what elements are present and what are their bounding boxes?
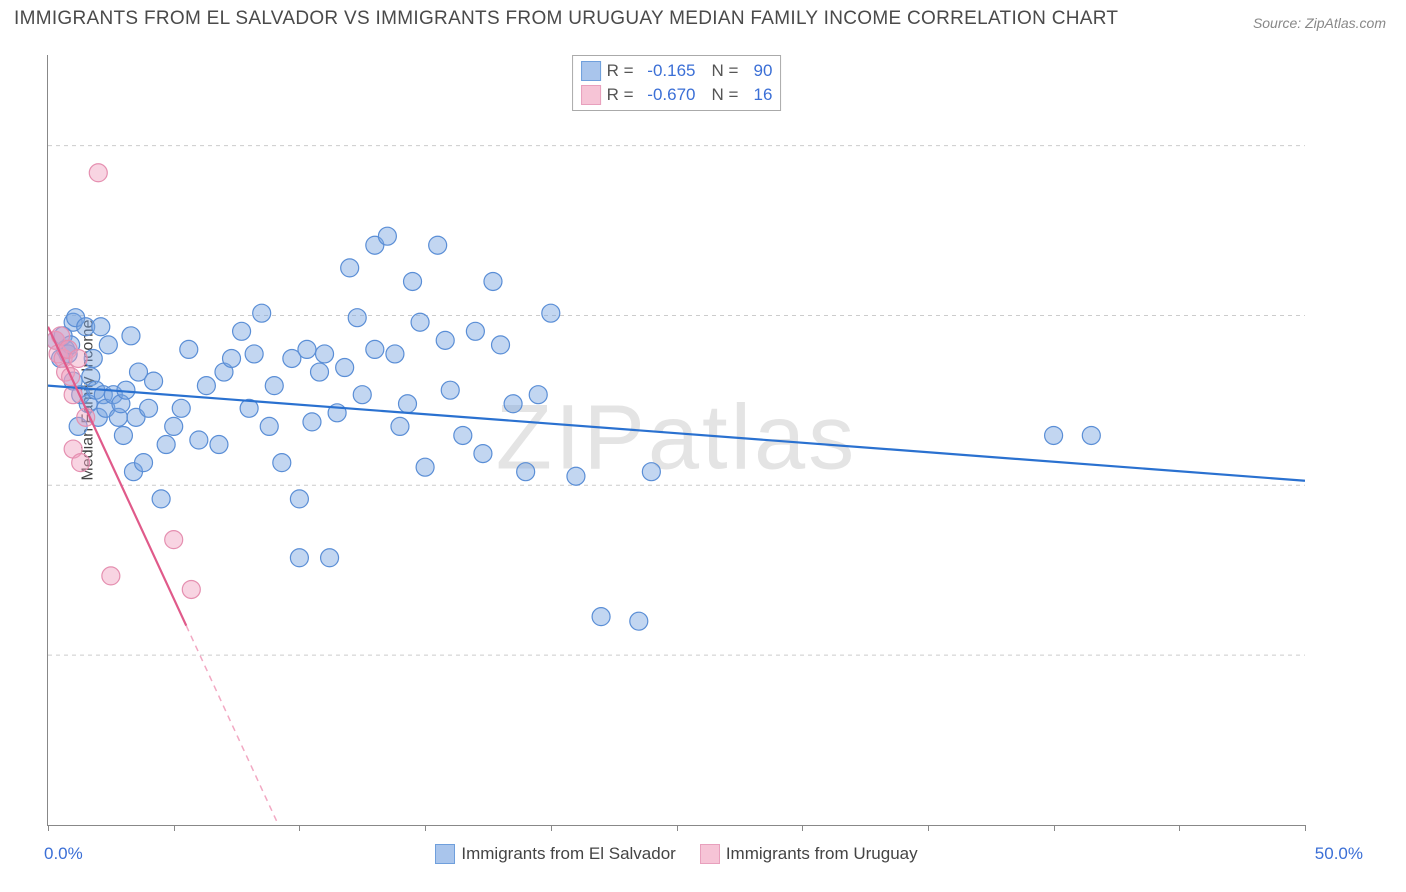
- series-swatch-icon: [581, 61, 601, 81]
- x-tick-mark: [802, 825, 803, 831]
- source-attribution: Source: ZipAtlas.com: [1253, 15, 1386, 31]
- stats-legend-box: R = -0.165 N = 90 R = -0.670 N = 16: [572, 55, 782, 111]
- stat-n-value: 16: [744, 83, 772, 107]
- stat-n-value: 90: [744, 59, 772, 83]
- stat-r-value: -0.165: [640, 59, 696, 83]
- stat-label: R =: [607, 83, 634, 107]
- x-axis-max-label: 50.0%: [1315, 844, 1363, 864]
- stat-r-value: -0.670: [640, 83, 696, 107]
- x-tick-mark: [299, 825, 300, 831]
- legend-label: Immigrants from Uruguay: [726, 844, 918, 864]
- trend-lines: [48, 327, 1305, 825]
- series-swatch-icon: [435, 844, 455, 864]
- series-swatch-icon: [700, 844, 720, 864]
- series-swatch-icon: [581, 85, 601, 105]
- legend-label: Immigrants from El Salvador: [461, 844, 675, 864]
- x-tick-mark: [551, 825, 552, 831]
- chart-title: IMMIGRANTS FROM EL SALVADOR VS IMMIGRANT…: [14, 8, 1118, 30]
- stat-label: N =: [712, 83, 739, 107]
- legend-item: Immigrants from El Salvador: [435, 844, 675, 864]
- x-tick-mark: [677, 825, 678, 831]
- x-tick-mark: [425, 825, 426, 831]
- x-tick-mark: [1179, 825, 1180, 831]
- bottom-legend: Immigrants from El Salvador Immigrants f…: [48, 844, 1305, 864]
- chart-svg: [48, 55, 1305, 825]
- stats-row: R = -0.670 N = 16: [581, 83, 773, 107]
- x-tick-mark: [174, 825, 175, 831]
- x-tick-mark: [48, 825, 49, 831]
- stats-row: R = -0.165 N = 90: [581, 59, 773, 83]
- plot-area: ZIPatlas R = -0.165 N = 90 R = -0.670 N …: [47, 55, 1305, 826]
- legend-item: Immigrants from Uruguay: [700, 844, 918, 864]
- x-tick-mark: [1305, 825, 1306, 831]
- stat-label: R =: [607, 59, 634, 83]
- x-tick-mark: [1054, 825, 1055, 831]
- x-tick-mark: [928, 825, 929, 831]
- stat-label: N =: [712, 59, 739, 83]
